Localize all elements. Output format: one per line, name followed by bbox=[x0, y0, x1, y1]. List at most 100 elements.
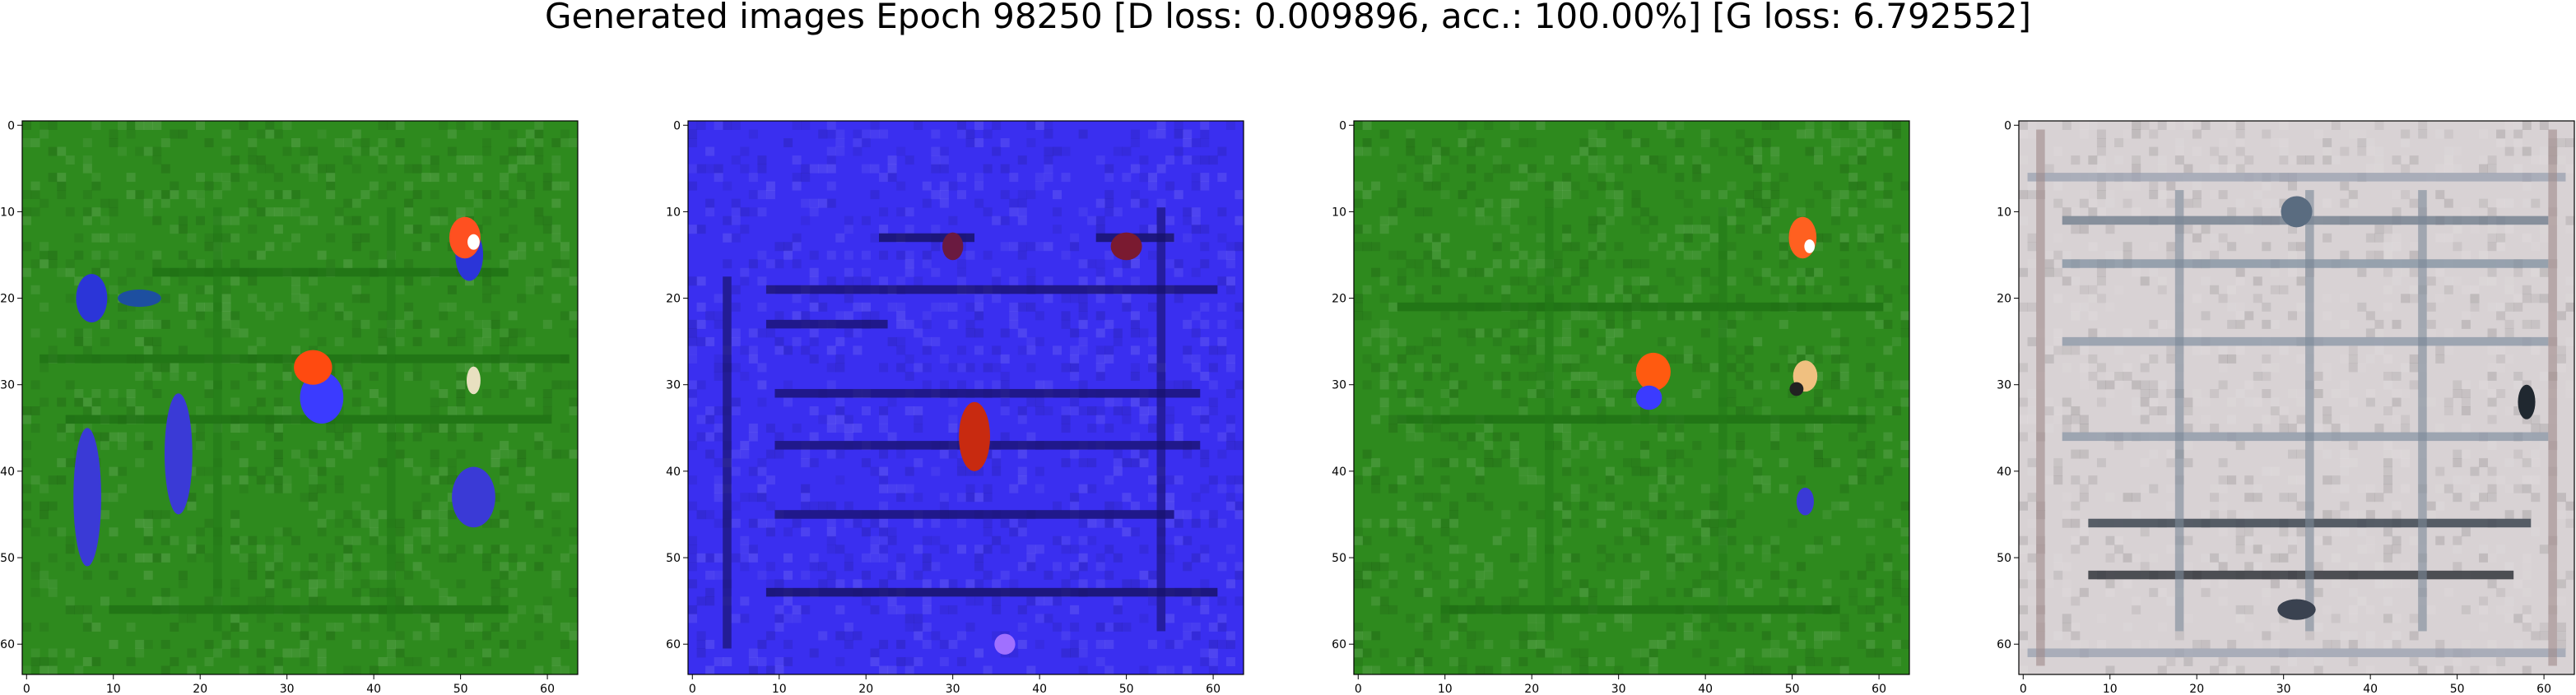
texture-pixel bbox=[2279, 527, 2289, 537]
texture-pixel bbox=[2383, 406, 2393, 416]
texture-pixel bbox=[412, 225, 422, 234]
texture-pixel bbox=[534, 510, 544, 520]
texture-pixel bbox=[1087, 518, 1097, 528]
texture-pixel bbox=[1648, 484, 1658, 493]
texture-pixel bbox=[2019, 302, 2029, 312]
texture-pixel bbox=[2504, 596, 2514, 606]
texture-pixel bbox=[2383, 441, 2393, 451]
texture-pixel bbox=[1640, 449, 1650, 459]
texture-pixel bbox=[1147, 596, 1158, 606]
texture-pixel bbox=[688, 380, 698, 390]
texture-pixel bbox=[500, 544, 509, 554]
texture-pixel bbox=[334, 570, 344, 580]
texture-pixel bbox=[534, 285, 544, 294]
texture-pixel bbox=[879, 518, 889, 528]
texture-pixel bbox=[170, 129, 179, 139]
texture-pixel bbox=[1104, 164, 1114, 174]
texture-pixel bbox=[481, 631, 492, 641]
texture-pixel bbox=[456, 579, 466, 589]
texture-pixel bbox=[569, 622, 578, 632]
texture-pixel bbox=[861, 596, 871, 606]
texture-pixel bbox=[525, 484, 535, 493]
texture-pixel bbox=[195, 121, 205, 131]
texture-pixel bbox=[2340, 484, 2350, 493]
texture-pixel bbox=[2235, 138, 2245, 148]
texture-pixel bbox=[1095, 639, 1105, 649]
texture-pixel bbox=[1200, 336, 1210, 346]
texture-pixel bbox=[1605, 380, 1615, 390]
texture-pixel bbox=[1371, 267, 1381, 277]
texture-pixel bbox=[1796, 129, 1806, 139]
texture-pixel bbox=[801, 345, 811, 355]
texture-pixel bbox=[2496, 605, 2506, 614]
texture-pixel bbox=[2096, 639, 2106, 649]
texture-pixel bbox=[853, 276, 863, 286]
texture-pixel bbox=[1095, 345, 1105, 355]
texture-pixel bbox=[256, 596, 266, 606]
texture-pixel bbox=[792, 233, 802, 243]
texture-pixel bbox=[2053, 233, 2063, 243]
texture-pixel bbox=[2270, 138, 2280, 148]
texture-pixel bbox=[818, 129, 828, 139]
texture-pixel bbox=[1527, 544, 1537, 554]
texture-pixel bbox=[2556, 354, 2566, 364]
texture-pixel bbox=[1709, 294, 1719, 303]
texture-pixel bbox=[2522, 614, 2532, 623]
texture-pixel bbox=[2487, 579, 2497, 589]
texture-pixel bbox=[1492, 233, 1502, 243]
texture-pixel bbox=[965, 596, 975, 606]
texture-pixel bbox=[343, 311, 353, 321]
texture-pixel bbox=[369, 614, 379, 623]
texture-pixel bbox=[91, 121, 101, 131]
texture-pixel bbox=[2522, 294, 2532, 303]
texture-pixel bbox=[731, 363, 741, 373]
texture-pixel bbox=[291, 285, 300, 294]
texture-pixel bbox=[714, 458, 723, 468]
texture-pixel bbox=[2522, 587, 2532, 597]
texture-pixel bbox=[992, 276, 1002, 286]
texture-pixel bbox=[965, 622, 975, 632]
texture-pixel bbox=[2114, 138, 2124, 148]
texture-pixel bbox=[360, 579, 370, 589]
y-tick-label: 60 bbox=[0, 638, 15, 651]
texture-pixel bbox=[412, 336, 422, 346]
texture-pixel bbox=[1235, 380, 1244, 390]
texture-pixel bbox=[2132, 493, 2141, 503]
texture-pixel bbox=[1736, 406, 1746, 416]
texture-pixel bbox=[714, 371, 723, 381]
texture-pixel bbox=[1052, 562, 1062, 572]
texture-pixel bbox=[1779, 242, 1788, 252]
texture-pixel bbox=[1518, 475, 1528, 485]
texture-pixel bbox=[65, 207, 75, 217]
texture-pixel bbox=[774, 311, 784, 321]
texture-pixel bbox=[1770, 155, 1780, 165]
texture-pixel bbox=[360, 233, 370, 243]
texture-pixel bbox=[922, 198, 932, 208]
texture-pixel bbox=[1414, 432, 1424, 442]
texture-pixel bbox=[248, 466, 258, 476]
texture-pixel bbox=[1362, 190, 1372, 200]
texture-pixel bbox=[500, 648, 509, 658]
texture-pixel bbox=[2409, 656, 2419, 666]
texture-pixel bbox=[2227, 164, 2237, 174]
texture-pixel bbox=[57, 146, 67, 156]
texture-pixel bbox=[1848, 294, 1858, 303]
texture-pixel bbox=[195, 466, 205, 476]
texture-pixel bbox=[126, 397, 136, 407]
texture-pixel bbox=[1553, 424, 1563, 433]
texture-pixel bbox=[1388, 579, 1398, 589]
texture-pixel bbox=[2348, 562, 2358, 572]
texture-pixel bbox=[256, 164, 266, 174]
texture-pixel bbox=[1648, 493, 1658, 503]
texture-pixel bbox=[2183, 441, 2193, 451]
texture-pixel bbox=[1371, 562, 1381, 572]
texture-pixel bbox=[801, 493, 811, 503]
texture-pixel bbox=[1026, 336, 1036, 346]
texture-pixel bbox=[152, 363, 162, 373]
texture-pixel bbox=[2044, 475, 2054, 485]
texture-pixel bbox=[1174, 267, 1183, 277]
texture-pixel bbox=[965, 493, 975, 503]
texture-pixel bbox=[1000, 215, 1010, 225]
texture-pixel bbox=[705, 570, 715, 580]
